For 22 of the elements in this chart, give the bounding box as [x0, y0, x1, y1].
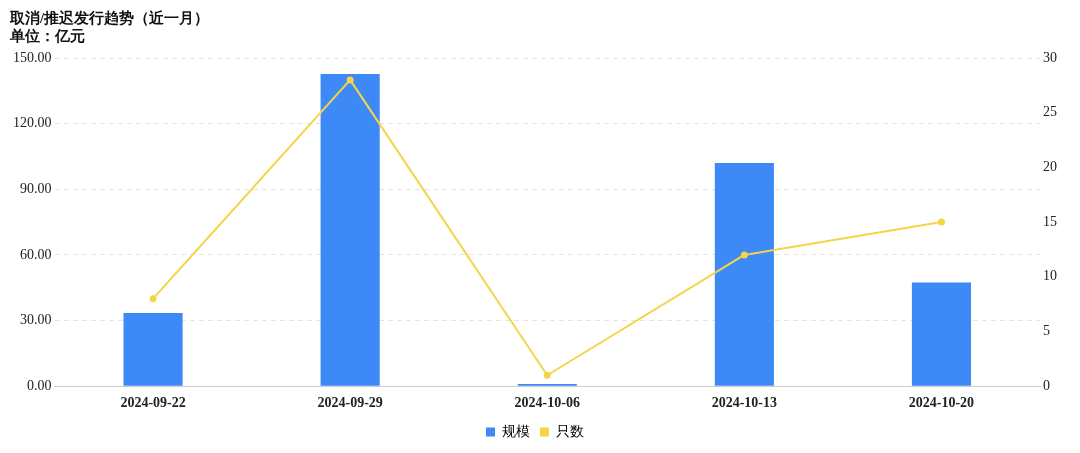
y2-tick-label: 10 [1043, 268, 1057, 284]
legend-label: 只数 [556, 423, 584, 439]
chart-subtitle: 单位：亿元 [9, 27, 85, 44]
x-tick-label: 2024-09-22 [120, 395, 186, 411]
y-tick-label: 60.00 [20, 246, 52, 262]
x-tick-label: 2024-09-29 [317, 395, 383, 411]
x-tick-label: 2024-10-13 [711, 395, 778, 411]
y2-tick-label: 20 [1043, 159, 1057, 175]
y2-tick-label: 0 [1043, 377, 1050, 393]
y-tick-label: 150.00 [13, 49, 52, 65]
y-tick-label: 90.00 [20, 180, 52, 196]
legend-label: 规模 [502, 423, 530, 439]
x-tick-label: 2024-10-06 [514, 395, 580, 411]
y-tick-label: 0.00 [27, 377, 52, 393]
y-tick-label: 120.00 [13, 115, 52, 131]
y2-tick-label: 30 [1043, 49, 1057, 65]
x-tick-label: 2024-10-20 [908, 395, 975, 411]
y2-tick-label: 25 [1043, 104, 1057, 120]
y2-tick-label: 5 [1043, 323, 1050, 339]
y-tick-label: 30.00 [20, 312, 52, 328]
y2-tick-label: 15 [1043, 213, 1057, 229]
chart-title: 取消/推迟发行趋势（近一月） [9, 9, 210, 26]
